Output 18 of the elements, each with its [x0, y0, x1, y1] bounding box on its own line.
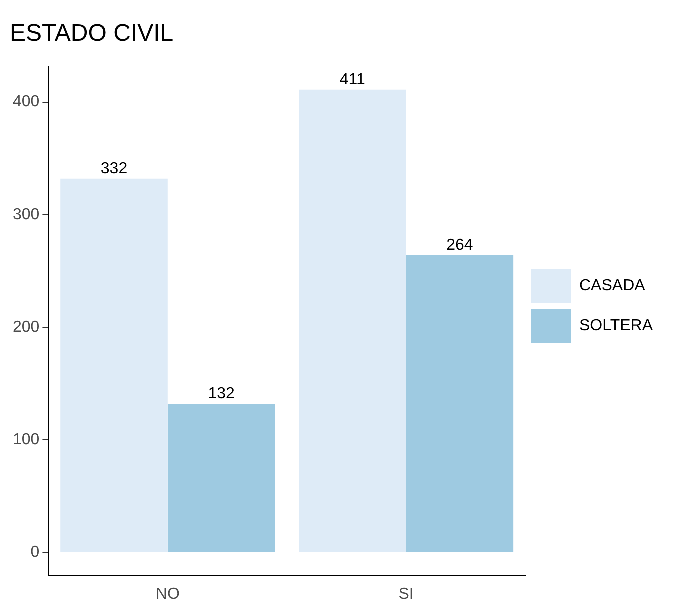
x-tick-label: NO	[156, 586, 180, 603]
data-label: 332	[100, 160, 128, 178]
legend-label: CASADA	[580, 277, 646, 294]
chart-title: ESTADO CIVIL	[10, 20, 174, 48]
data-label: 411	[340, 71, 366, 88]
y-tick-label: 300	[12, 206, 40, 224]
y-tick-label: 0	[30, 544, 40, 562]
bar	[406, 255, 514, 552]
data-label: 264	[446, 236, 474, 254]
bar	[168, 404, 276, 552]
x-tick-label: SI	[398, 586, 414, 603]
y-tick-label: 400	[12, 94, 40, 111]
legend-label: SOLTERA	[580, 317, 654, 334]
bar	[60, 178, 168, 552]
bar	[299, 90, 406, 552]
data-label: 132	[208, 385, 235, 402]
y-tick-label: 100	[12, 431, 40, 448]
y-tick-label: 200	[12, 318, 40, 336]
